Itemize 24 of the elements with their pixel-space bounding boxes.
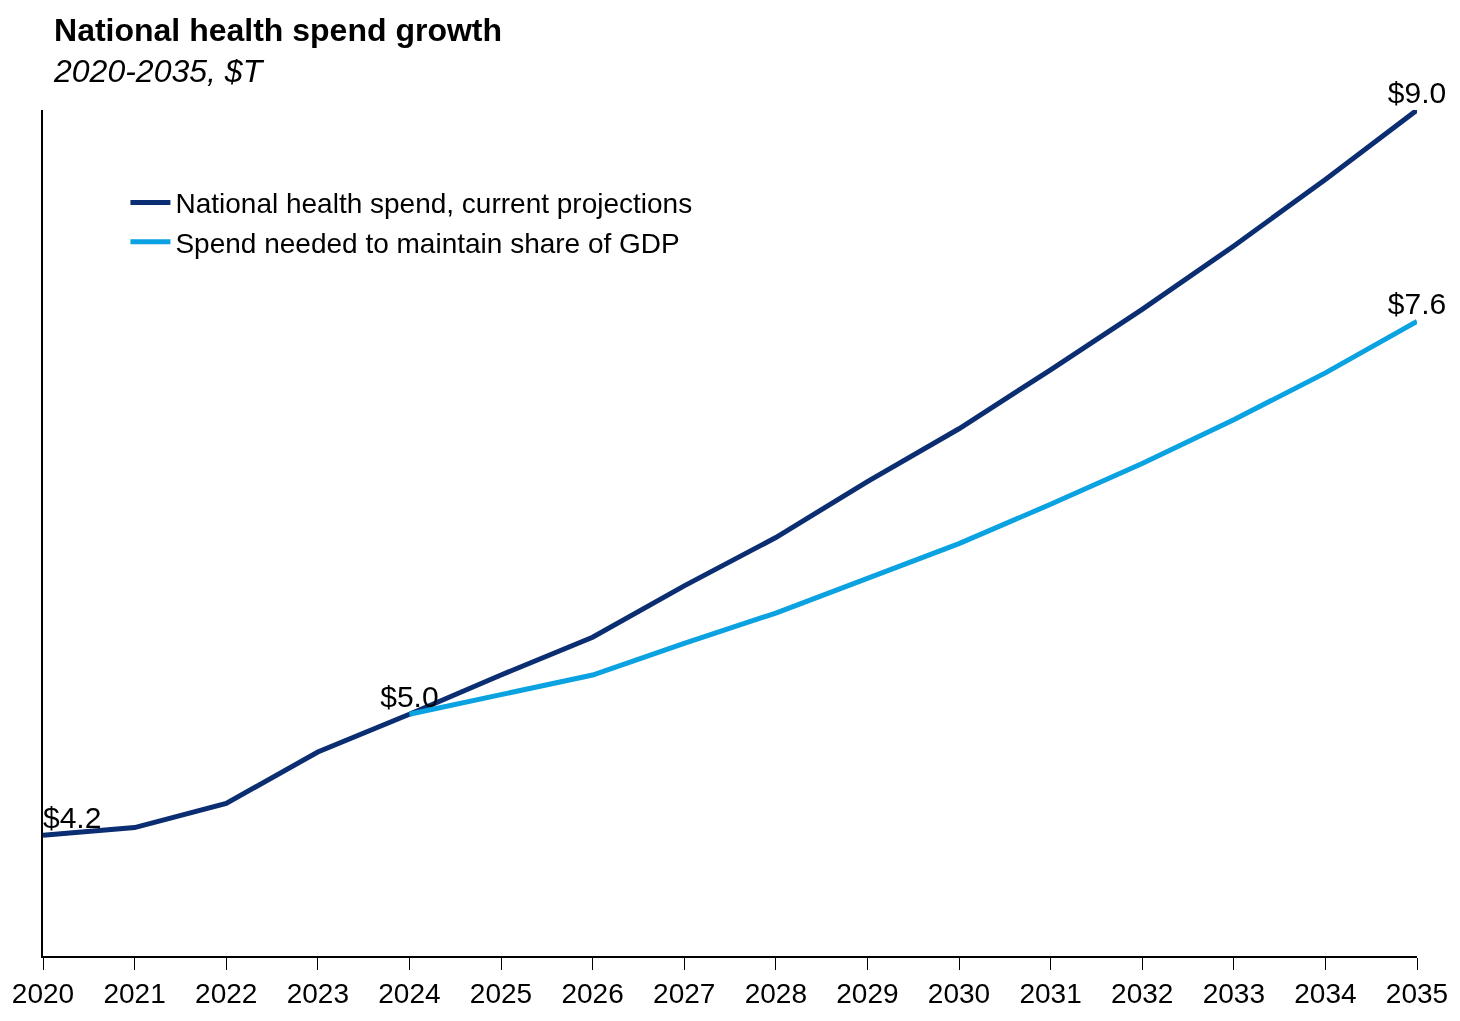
x-tick-label: 2030: [927, 978, 991, 1010]
x-tick-label: 2029: [836, 978, 899, 1010]
x-tick-label: 2034: [1294, 978, 1357, 1010]
legend-label: Spend needed to maintain share of GDP: [175, 227, 680, 259]
x-tick-label: 2031: [1019, 978, 1082, 1010]
x-tick-label: 2033: [1202, 978, 1265, 1010]
x-tick-label: 2025: [469, 978, 533, 1010]
x-tick-label: 2026: [561, 978, 624, 1010]
legend-label: National health spend, current projections: [175, 188, 693, 220]
x-tick-label: 2021: [103, 978, 166, 1010]
x-tick-label: 2022: [195, 978, 258, 1010]
x-tick-label: 2023: [286, 978, 349, 1010]
x-tick-label: 2020: [11, 978, 75, 1010]
x-tick-label: 2035: [1385, 978, 1449, 1010]
data-label: $4.2: [43, 800, 102, 834]
x-tick-label: 2032: [1111, 978, 1174, 1010]
x-tick-label: 2024: [378, 978, 441, 1010]
chart-title: National health spend growth: [54, 11, 503, 48]
x-tick-label: 2028: [744, 978, 807, 1010]
data-label: $9.0: [1387, 75, 1447, 109]
chart-subtitle: 2020-2035, $T: [53, 53, 265, 90]
data-label: $5.0: [380, 679, 439, 713]
x-tick-label: 2027: [653, 978, 716, 1010]
data-label: $7.6: [1387, 287, 1447, 320]
